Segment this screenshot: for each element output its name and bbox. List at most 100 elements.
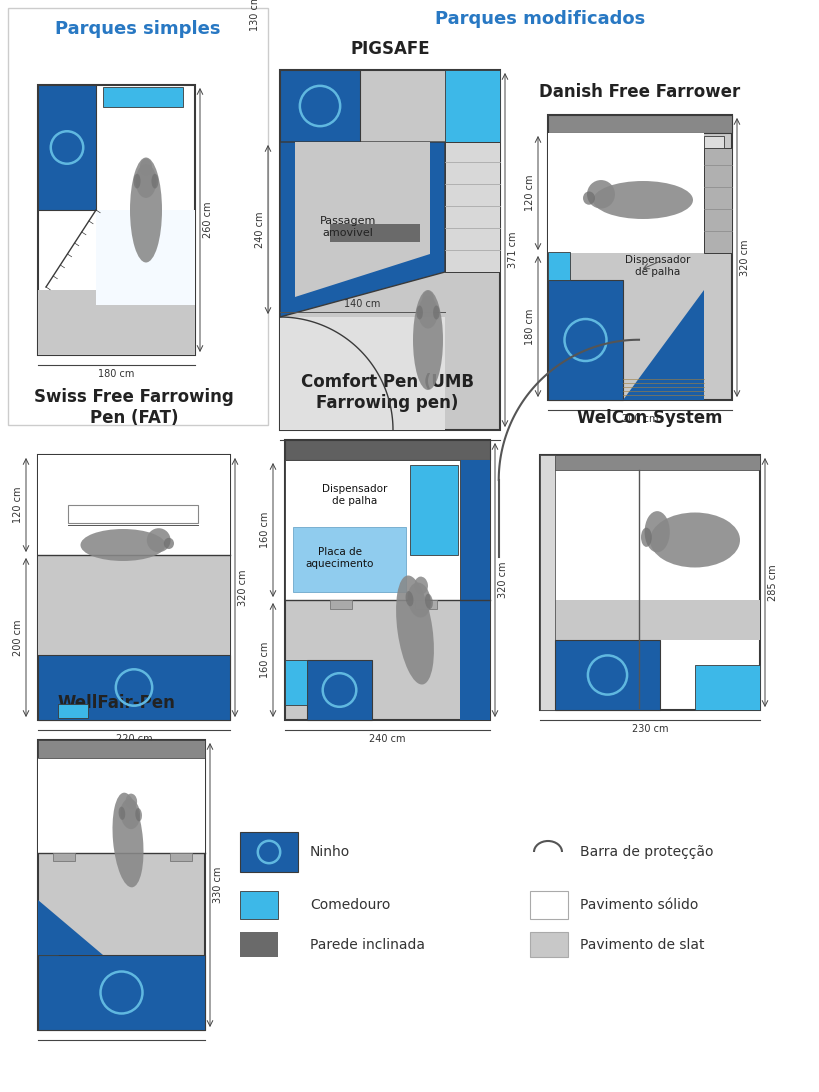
Bar (529, 891, 568, 919)
Bar (38, 85, 195, 355)
Bar (285, 660, 306, 705)
Ellipse shape (133, 174, 140, 189)
Text: 260 cm: 260 cm (203, 202, 213, 238)
Ellipse shape (152, 174, 158, 189)
Bar (38, 555, 229, 655)
Text: Pavimento de slat: Pavimento de slat (579, 938, 704, 952)
Text: 240 cm: 240 cm (369, 734, 405, 744)
Bar (96, 210, 195, 305)
Bar (53, 853, 75, 860)
Bar (38, 655, 229, 720)
Text: 120 cm: 120 cm (13, 487, 23, 523)
Bar (8, 8, 268, 425)
Text: WelCon System: WelCon System (577, 410, 722, 427)
Bar (240, 832, 297, 873)
Text: 180 cm: 180 cm (524, 308, 534, 345)
Bar (445, 142, 500, 272)
Bar (547, 115, 731, 400)
Text: 330 cm: 330 cm (213, 867, 223, 903)
Bar (285, 440, 490, 460)
Bar (285, 440, 490, 720)
Text: 371 cm: 371 cm (508, 232, 518, 269)
Bar (459, 460, 490, 720)
Ellipse shape (130, 157, 162, 262)
Bar (329, 224, 419, 242)
Bar (554, 640, 659, 710)
Ellipse shape (432, 306, 439, 320)
Bar (38, 740, 205, 758)
Text: 240 cm: 240 cm (371, 444, 408, 454)
Bar (103, 87, 183, 107)
Bar (547, 253, 704, 400)
Polygon shape (597, 192, 681, 322)
Text: 200 cm: 200 cm (13, 619, 23, 656)
Ellipse shape (586, 180, 614, 209)
Ellipse shape (147, 529, 170, 553)
Text: Comedouro: Comedouro (310, 898, 390, 912)
Bar (547, 280, 622, 400)
Bar (38, 290, 195, 355)
Ellipse shape (407, 582, 430, 618)
Bar (306, 660, 372, 720)
Ellipse shape (424, 594, 432, 609)
Text: Danish Free Farrower: Danish Free Farrower (539, 83, 740, 100)
Bar (292, 527, 405, 592)
Ellipse shape (640, 527, 651, 547)
Bar (540, 455, 759, 710)
Bar (540, 455, 759, 470)
Text: Parede inclinada: Parede inclinada (310, 938, 424, 952)
Ellipse shape (125, 794, 137, 809)
Text: 200 cm: 200 cm (621, 414, 658, 424)
Ellipse shape (582, 191, 595, 205)
Text: 320 cm: 320 cm (739, 239, 749, 276)
Polygon shape (295, 142, 429, 297)
Text: WellFair-Pen: WellFair-Pen (57, 695, 175, 712)
Polygon shape (92, 522, 176, 653)
Text: Ninho: Ninho (310, 845, 350, 859)
Bar (279, 317, 445, 430)
Text: 160 cm: 160 cm (260, 512, 269, 548)
Text: 160 cm: 160 cm (260, 642, 269, 678)
Polygon shape (80, 165, 152, 275)
Text: 180 cm: 180 cm (98, 369, 134, 379)
Text: 240 cm: 240 cm (255, 211, 265, 248)
Bar (38, 455, 229, 720)
Text: Parques simples: Parques simples (55, 20, 220, 38)
Text: PIGSAFE: PIGSAFE (350, 40, 429, 58)
Bar (540, 455, 554, 710)
Bar (58, 704, 88, 719)
Bar (704, 136, 723, 149)
Bar (38, 455, 229, 555)
Text: 140 cm: 140 cm (344, 299, 380, 309)
Ellipse shape (80, 529, 165, 561)
Ellipse shape (396, 575, 433, 685)
Polygon shape (622, 290, 704, 400)
Bar (38, 758, 205, 853)
Bar (547, 133, 704, 253)
Ellipse shape (644, 511, 669, 553)
Polygon shape (83, 824, 161, 945)
Text: Parques modificados: Parques modificados (434, 10, 645, 28)
Bar (704, 149, 731, 253)
Bar (285, 460, 459, 600)
Ellipse shape (164, 537, 174, 549)
Ellipse shape (135, 808, 142, 821)
Ellipse shape (405, 591, 413, 606)
Text: Pavimento sólido: Pavimento sólido (579, 898, 698, 912)
Polygon shape (279, 142, 445, 317)
Text: Passagem
amovivel: Passagem amovivel (319, 216, 376, 238)
Bar (240, 891, 278, 919)
Text: 230 cm: 230 cm (631, 724, 667, 734)
Ellipse shape (649, 512, 739, 568)
Bar (329, 600, 351, 609)
Bar (529, 931, 568, 957)
Polygon shape (607, 518, 691, 648)
Text: Comfort Pen (UMB
Farrowing pen): Comfort Pen (UMB Farrowing pen) (301, 373, 473, 412)
Text: 320 cm: 320 cm (238, 569, 247, 606)
Text: 130 cm: 130 cm (250, 0, 260, 31)
Ellipse shape (422, 290, 433, 307)
Bar (410, 465, 458, 555)
Ellipse shape (120, 799, 140, 829)
Polygon shape (342, 510, 432, 650)
Bar (38, 956, 205, 1030)
